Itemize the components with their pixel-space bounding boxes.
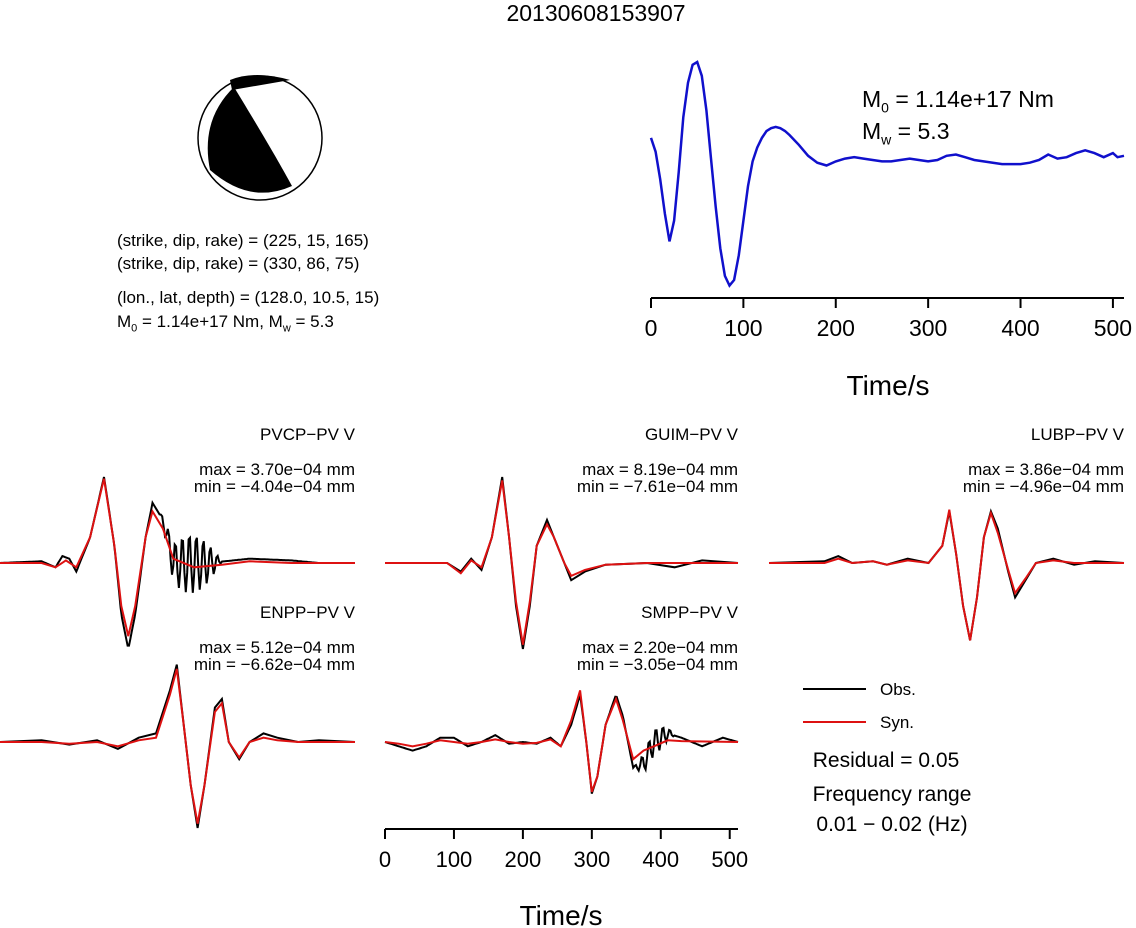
frequency-title: Frequency range bbox=[813, 783, 972, 806]
stf-tick-label: 300 bbox=[909, 315, 947, 341]
stf-tick-label: 500 bbox=[1094, 315, 1132, 341]
figure-title: 20130608153907 bbox=[506, 0, 685, 26]
observed-waveform bbox=[768, 508, 1125, 641]
moment-mw-value: = 5.3 bbox=[290, 312, 334, 331]
nodal-plane-2: (strike, dip, rake) = (330, 86, 75) bbox=[117, 254, 360, 273]
synthetic-waveform bbox=[0, 668, 355, 824]
synthetic-waveform bbox=[0, 478, 355, 637]
station-max: max = 2.20e−04 mm bbox=[582, 638, 738, 657]
synthetic-waveform bbox=[385, 480, 738, 645]
stf-m0-label: M0 = 1.14e+17 Nm bbox=[862, 86, 1054, 116]
station-name: GUIM−PV V bbox=[645, 425, 739, 444]
stf-tick-label: 0 bbox=[645, 315, 658, 341]
station-min: min = −4.04e−04 mm bbox=[194, 477, 355, 496]
station-min: min = −6.62e−04 mm bbox=[194, 655, 355, 674]
station-min: min = −4.96e−04 mm bbox=[963, 477, 1124, 496]
station-min: min = −3.05e−04 mm bbox=[577, 655, 738, 674]
observed-waveform bbox=[0, 476, 355, 647]
waveform-tick-label: 100 bbox=[436, 847, 473, 872]
stf-xlabel: Time/s bbox=[847, 370, 930, 401]
stf-tick-label: 100 bbox=[724, 315, 762, 341]
stf-tick-label: 400 bbox=[1001, 315, 1039, 341]
waveform-tick-label: 300 bbox=[573, 847, 610, 872]
stf-axis: 0 100 200 300 400 500 Time/s bbox=[645, 297, 1132, 401]
observed-waveform bbox=[0, 664, 356, 829]
location-text: (lon., lat, depth) = (128.0, 10.5, 15) bbox=[117, 288, 380, 307]
stf-m0-sub: 0 bbox=[881, 99, 889, 116]
moment-mw-symbol: M bbox=[268, 312, 283, 331]
station-name: SMPP−PV V bbox=[641, 603, 739, 622]
frequency-value: 0.01 − 0.02 (Hz) bbox=[816, 813, 967, 836]
waveform-tick-label: 400 bbox=[642, 847, 679, 872]
waveform-tick-label: 200 bbox=[505, 847, 542, 872]
station-max: max = 5.12e−04 mm bbox=[199, 638, 355, 657]
waveform-tick-label: 0 bbox=[379, 847, 391, 872]
nodal-plane-1: (strike, dip, rake) = (225, 15, 165) bbox=[117, 231, 369, 250]
stf-m0-value: = 1.14e+17 Nm bbox=[888, 86, 1054, 112]
station-max: max = 3.86e−04 mm bbox=[968, 460, 1124, 479]
station-max: max = 3.70e−04 mm bbox=[199, 460, 355, 479]
moment-m0-symbol: M bbox=[117, 312, 132, 331]
stf-mw-value: = 5.3 bbox=[891, 118, 950, 144]
moment-m0-value: = 1.14e+17 Nm, bbox=[137, 312, 269, 331]
legend-syn-label: Syn. bbox=[880, 713, 914, 732]
station-max: max = 8.19e−04 mm bbox=[582, 460, 738, 479]
waveform-axis: 0 100 200 300 400 500 Time/s bbox=[379, 828, 748, 928]
stf-tick-label: 200 bbox=[817, 315, 855, 341]
moment-mw-sub: w bbox=[282, 322, 291, 335]
moment-m0-sub: 0 bbox=[131, 322, 138, 335]
legend-obs-label: Obs. bbox=[880, 680, 916, 699]
stf-mw-label: Mw = 5.3 bbox=[862, 118, 949, 148]
legend: Obs. Syn. Residual = 0.05 Frequency rang… bbox=[803, 680, 971, 836]
synthetic-waveform bbox=[384, 690, 739, 793]
station-min: min = −7.61e−04 mm bbox=[577, 477, 738, 496]
stf-mw-symbol: M bbox=[862, 118, 882, 144]
station-name: LUBP−PV V bbox=[1031, 425, 1125, 444]
moment-text: M0 = 1.14e+17 Nm, Mw = 5.3 bbox=[117, 311, 334, 339]
waveform-tick-label: 500 bbox=[711, 847, 748, 872]
synthetic-waveform bbox=[769, 509, 1124, 641]
station-name: ENPP−PV V bbox=[260, 603, 356, 622]
stf-series-line bbox=[649, 60, 1125, 288]
stf-mw-sub: w bbox=[881, 131, 892, 148]
focal-mechanism-beachball bbox=[197, 75, 323, 201]
residual-text: Residual = 0.05 bbox=[813, 749, 960, 772]
stf-m0-symbol: M bbox=[862, 86, 882, 112]
waveform-xlabel: Time/s bbox=[520, 900, 603, 928]
station-name: PVCP−PV V bbox=[260, 425, 356, 444]
